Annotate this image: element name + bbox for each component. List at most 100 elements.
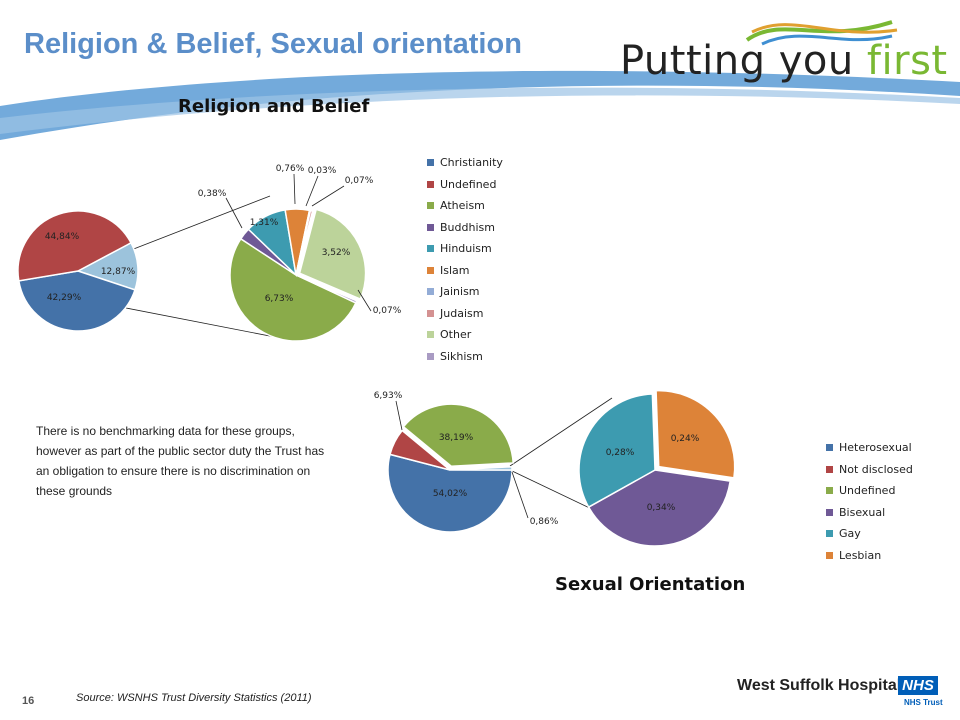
- sexual-orientation-main-slice-undefined: [402, 403, 514, 467]
- legend-swatch: [826, 551, 833, 559]
- religion-legend-item-other: Other: [427, 324, 503, 346]
- religion-legend-item-jainism: Jainism: [427, 281, 503, 303]
- legend-label: Undefined: [440, 177, 497, 191]
- religion-main-label-christianity: 42,29%: [47, 293, 82, 303]
- religion-secondary-slice-judaism: [295, 209, 314, 276]
- legend-label: Other: [440, 328, 472, 342]
- religion-secondary-label-atheism: 6,73%: [265, 294, 294, 304]
- sexual-orientation-main-label-heterosexual: 54,02%: [433, 489, 468, 499]
- legend-label: Islam: [440, 263, 470, 277]
- nhs-trust-label: NHS Trust: [904, 698, 943, 707]
- religion-main-slice-christianity: [17, 270, 136, 332]
- sexual-orientation-legend-item-heterosexual: Heterosexual: [826, 437, 913, 459]
- religion-leader-buddhism: [225, 197, 243, 229]
- religion-legend-item-christianity: Christianity: [427, 152, 503, 174]
- religion-legend-item-sikhism: Sikhism: [427, 346, 503, 368]
- sexual-orientation-secondary-slice-lesbian: [655, 389, 736, 479]
- legend-swatch: [427, 288, 434, 296]
- source-note: Source: WSNHS Trust Diversity Statistics…: [76, 692, 312, 704]
- legend-label: Heterosexual: [839, 441, 912, 455]
- religion-main-slice-undefined: [17, 210, 132, 282]
- legend-label: Gay: [839, 527, 861, 541]
- religion-secondary-label-buddhism: 0,38%: [198, 189, 227, 199]
- religion-secondary-label-hinduism: 1,31%: [250, 218, 279, 228]
- legend-swatch: [427, 202, 434, 210]
- sexual-orientation-secondary-slice-gay: [578, 393, 656, 509]
- legend-label: Buddhism: [440, 220, 495, 234]
- religion-secondary-label-judaism: 0,07%: [345, 176, 374, 186]
- sexual-orientation-main-slice-heterosexual: [387, 453, 513, 533]
- legend-swatch: [826, 508, 833, 516]
- religion-legend-item-islam: Islam: [427, 260, 503, 282]
- benchmark-note: There is no benchmarking data for these …: [36, 424, 325, 498]
- sexual-orientation-legend-item-lesbian: Lesbian: [826, 545, 913, 567]
- sexual-orientation-secondary-label-lesbian: 0,24%: [671, 434, 700, 444]
- religion-secondary-label-sikhism: 0,07%: [373, 306, 402, 316]
- legend-swatch: [427, 331, 434, 339]
- sexual-orientation-legend-item-bisexual: Bisexual: [826, 502, 913, 524]
- legend-swatch: [826, 530, 833, 538]
- religion-secondary-label-other: 3,52%: [322, 248, 351, 258]
- sexual-orientation-legend-item-undefined: Undefined: [826, 480, 913, 502]
- religion-legend-item-buddhism: Buddhism: [427, 217, 503, 239]
- legend-label: Sikhism: [440, 349, 483, 363]
- sexual-orientation-legend-item-gay: Gay: [826, 523, 913, 545]
- legend-swatch: [427, 159, 434, 167]
- sexual-orientation-secondary-label-bisexual: 0,34%: [647, 503, 676, 513]
- legend-swatch: [427, 245, 434, 253]
- hospital-name: West Suffolk Hospital: [737, 677, 902, 694]
- sexual-orientation-main-label-other-combined: 0,86%: [530, 517, 559, 527]
- legend-label: Undefined: [839, 484, 896, 498]
- legend-swatch: [427, 223, 434, 231]
- religion-secondary-slice-sikhism: [295, 274, 358, 304]
- nhs-logo: NHS: [898, 676, 938, 695]
- religion-secondary-label-jainism: 0,03%: [308, 166, 337, 176]
- legend-swatch: [427, 352, 434, 360]
- header-swoosh: [0, 70, 960, 140]
- legend-label: Bisexual: [839, 505, 886, 519]
- religion-legend: Christianity Undefined Atheism Buddhism Hind…: [427, 152, 503, 367]
- legend-label: Christianity: [440, 156, 503, 170]
- legend-swatch: [427, 266, 434, 274]
- religion-legend-item-atheism: Atheism: [427, 195, 503, 217]
- legend-swatch: [427, 180, 434, 188]
- sexual-orientation-main-label-not-disclosed: 6,93%: [374, 391, 403, 401]
- religion-legend-item-undefined: Undefined: [427, 174, 503, 196]
- sexual-orientation-leader-not-disclosed: [395, 400, 403, 431]
- logo-text-accent: first: [866, 38, 948, 84]
- religion-legend-item-judaism: Judaism: [427, 303, 503, 325]
- sexual-orientation-secondary-label-gay: 0,28%: [606, 448, 635, 458]
- religion-main-label-other-combined: 12,87%: [101, 267, 136, 277]
- legend-label: Lesbian: [839, 548, 882, 562]
- page-number: 16: [22, 695, 35, 707]
- religion-connector-top: [125, 195, 271, 253]
- logo-text-main: Putting you: [620, 38, 867, 84]
- religion-secondary-slice-other: [298, 208, 367, 301]
- sexual-orientation-legend-item-not-disclosed: Not disclosed: [826, 459, 913, 481]
- sexual-orientation-leader-other-combined: [511, 471, 529, 519]
- sexual-orientation-legend: Heterosexual Not disclosed Undefined Bisexu…: [826, 437, 913, 566]
- sexual-orientation-secondary-slice-bisexual: [587, 469, 732, 547]
- religion-chart-title: Religion and Belief: [178, 96, 370, 117]
- religion-leader-jainism: [305, 175, 319, 207]
- legend-swatch: [826, 444, 833, 452]
- slide-title: Religion & Belief, Sexual orientation: [24, 28, 522, 60]
- sexual-orientation-main-slice-not-disclosed: [389, 429, 451, 471]
- religion-secondary-label-islam: 0,76%: [276, 164, 305, 174]
- religion-leader-sikhism: [357, 289, 372, 312]
- religion-leader-judaism: [311, 185, 345, 207]
- legend-label: Atheism: [440, 199, 485, 213]
- legend-label: Jainism: [440, 285, 480, 299]
- sexual-orientation-main-label-undefined: 38,19%: [439, 433, 474, 443]
- logo-swirl-icon: [745, 20, 898, 46]
- putting-you-first-logo: Putting you first: [620, 38, 948, 84]
- sexual-orientation-chart-title: Sexual Orientation: [555, 574, 746, 595]
- legend-swatch: [826, 487, 833, 495]
- religion-main-label-undefined: 44,84%: [45, 232, 80, 242]
- legend-label: Not disclosed: [839, 462, 913, 476]
- legend-swatch: [427, 309, 434, 317]
- religion-legend-item-hinduism: Hinduism: [427, 238, 503, 260]
- religion-leader-islam: [293, 173, 296, 205]
- religion-connector-bottom: [125, 307, 281, 339]
